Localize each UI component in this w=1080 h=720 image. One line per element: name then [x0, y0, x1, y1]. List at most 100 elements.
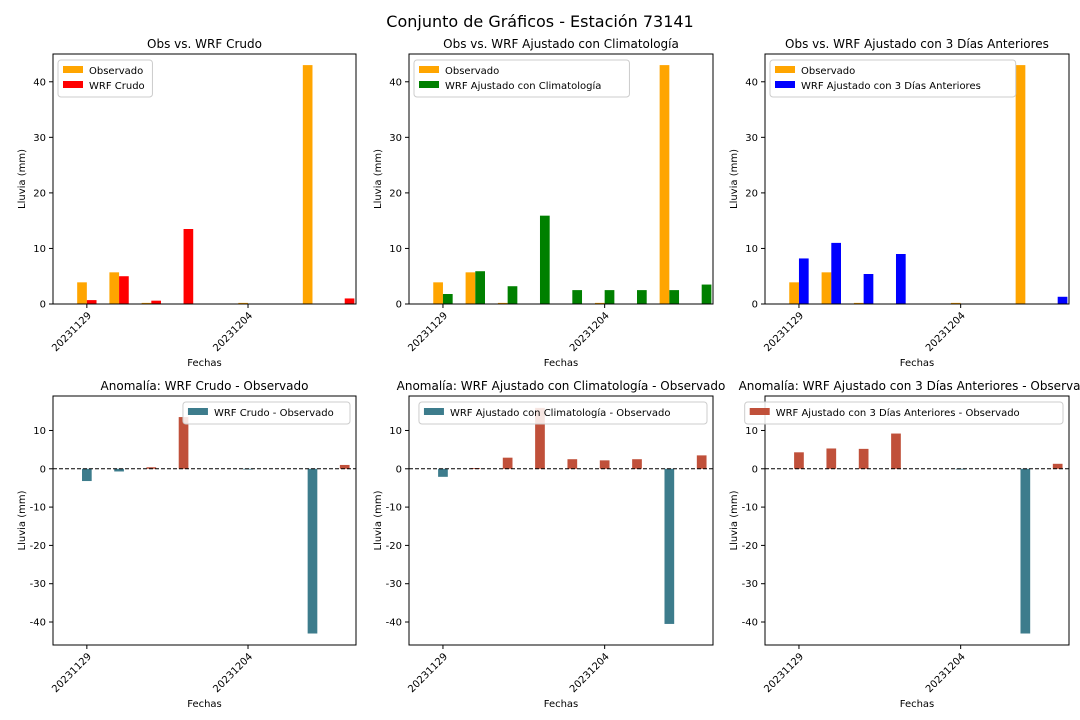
y-axis-label: Lluvia (mm) — [729, 490, 740, 550]
bar-anomaly-2 — [146, 467, 157, 469]
bar-prev3-0 — [798, 258, 809, 304]
chart-title: Anomalía: WRF Ajustado con Climatología … — [397, 379, 726, 393]
y-tick-label: 20 — [745, 188, 758, 199]
y-tick-label: 0 — [396, 300, 402, 311]
bar-anomaly-0 — [438, 468, 448, 477]
y-tick-label: 10 — [389, 426, 402, 437]
legend-label: WRF Ajustado con 3 Días Anteriores - Obs… — [776, 407, 1020, 419]
bar-clim-5 — [604, 290, 615, 304]
y-tick-label: -10 — [30, 503, 46, 514]
bar-observed-2 — [497, 302, 508, 304]
y-tick-label: -30 — [30, 579, 46, 590]
legend-swatch — [775, 81, 795, 88]
legend-label: WRF Ajustado con Climatología — [445, 80, 601, 92]
legend-label: WRF Crudo - Observado — [214, 408, 334, 419]
bars — [794, 433, 1063, 634]
y-tick-label: 10 — [745, 244, 758, 255]
chart-title: Anomalía: WRF Crudo - Observado — [101, 379, 309, 393]
y-axis-label: Lluvia (mm) — [729, 149, 740, 209]
legend-swatch — [419, 81, 439, 88]
bar-observed-0 — [77, 282, 87, 304]
chart-panel-4: Anomalía: WRF Crudo - Observado Lluvia (m… — [17, 379, 357, 710]
bar-observed-2 — [853, 302, 864, 304]
y-tick-label: 10 — [745, 426, 758, 437]
bar-observed-2 — [141, 302, 152, 304]
legend-label: WRF Ajustado con 3 Días Anteriores — [801, 80, 981, 92]
legend-box — [413, 59, 630, 98]
bar-prev3-1 — [831, 242, 841, 304]
y-tick-label: 30 — [389, 133, 402, 144]
y-tick-label: 30 — [745, 133, 758, 144]
legend-label: WRF Crudo — [89, 81, 145, 92]
bar-anomaly-3 — [891, 433, 901, 469]
x-tick-label: 20231129 — [406, 310, 450, 354]
bar-prev3-3 — [895, 254, 906, 304]
legend: Observado WRF Crudo — [57, 59, 153, 98]
bar-prev3-2 — [863, 274, 874, 304]
x-axis-label: Fechas — [900, 358, 935, 369]
bar-anomaly-4 — [567, 459, 578, 469]
bar-observed-1 — [465, 272, 476, 304]
bar-anomaly-7 — [1020, 468, 1031, 634]
y-tick-label: 10 — [33, 426, 46, 437]
bar-raw-1 — [119, 276, 129, 304]
x-tick-label: 20231204 — [568, 651, 612, 695]
bar-anomaly-2 — [502, 457, 513, 469]
bar-clim-3 — [539, 215, 550, 304]
legend-swatch — [775, 66, 795, 73]
bars — [82, 417, 350, 634]
bar-anomaly-5 — [599, 460, 610, 469]
bar-observed-5 — [238, 302, 249, 304]
plot-frame — [764, 53, 1070, 305]
bar-anomaly-0 — [794, 452, 804, 469]
x-axis-label: Fechas — [544, 358, 579, 369]
bar-anomaly-1 — [114, 468, 124, 472]
bar-raw-3 — [183, 229, 194, 304]
y-axis-label: Lluvia (mm) — [373, 149, 384, 209]
bar-observed-7 — [302, 65, 313, 304]
y-tick-label: 30 — [33, 133, 46, 144]
y-tick-label: 0 — [396, 464, 402, 475]
bar-anomaly-1 — [826, 448, 837, 469]
y-axis-label: Lluvia (mm) — [373, 490, 384, 550]
bar-clim-7 — [669, 290, 680, 304]
bar-anomaly-3 — [178, 417, 189, 469]
plot-frame — [408, 395, 714, 646]
y-tick-label: -30 — [386, 579, 402, 590]
chart-panel-2: Obs vs. WRF Ajustado con Climatología Llu… — [373, 37, 714, 369]
bar-anomaly-0 — [82, 468, 92, 482]
y-tick-label: 40 — [745, 77, 758, 88]
bar-anomaly-3 — [535, 407, 545, 469]
y-tick-label: -40 — [742, 618, 758, 629]
plot-frame — [408, 53, 714, 305]
y-tick-label: 0 — [40, 300, 46, 311]
x-tick-label: 20231204 — [211, 310, 255, 354]
y-tick-label: -40 — [30, 618, 46, 629]
legend: Observado WRF Ajustado con 3 Días Anterio… — [769, 59, 1017, 98]
legend-swatch — [63, 81, 83, 88]
y-tick-label: -10 — [386, 503, 402, 514]
x-axis-label: Fechas — [187, 358, 222, 369]
bar-raw-2 — [151, 300, 161, 304]
y-tick-label: 20 — [389, 188, 402, 199]
bars — [433, 65, 712, 304]
chart-panel-3: Obs vs. WRF Ajustado con 3 Días Anterior… — [729, 37, 1070, 369]
y-axis-label: Lluvia (mm) — [17, 490, 28, 550]
y-tick-label: -40 — [386, 618, 402, 629]
plot-frame — [52, 53, 357, 305]
x-tick-label: 20231129 — [50, 651, 94, 695]
bars — [77, 65, 355, 304]
x-tick-label: 20231129 — [50, 310, 94, 354]
bar-anomaly-7 — [664, 468, 675, 624]
y-tick-label: 0 — [752, 300, 758, 311]
bar-observed-0 — [433, 282, 443, 304]
bar-anomaly-6 — [632, 459, 642, 469]
bar-anomaly-8 — [1052, 463, 1063, 469]
legend-box — [182, 401, 351, 425]
x-axis-label: Fechas — [900, 699, 935, 710]
bar-anomaly-7 — [307, 468, 318, 634]
legend-swatch — [749, 408, 770, 415]
bar-observed-1 — [821, 272, 832, 304]
y-tick-label: -20 — [386, 541, 402, 552]
legend-box — [744, 401, 1064, 425]
